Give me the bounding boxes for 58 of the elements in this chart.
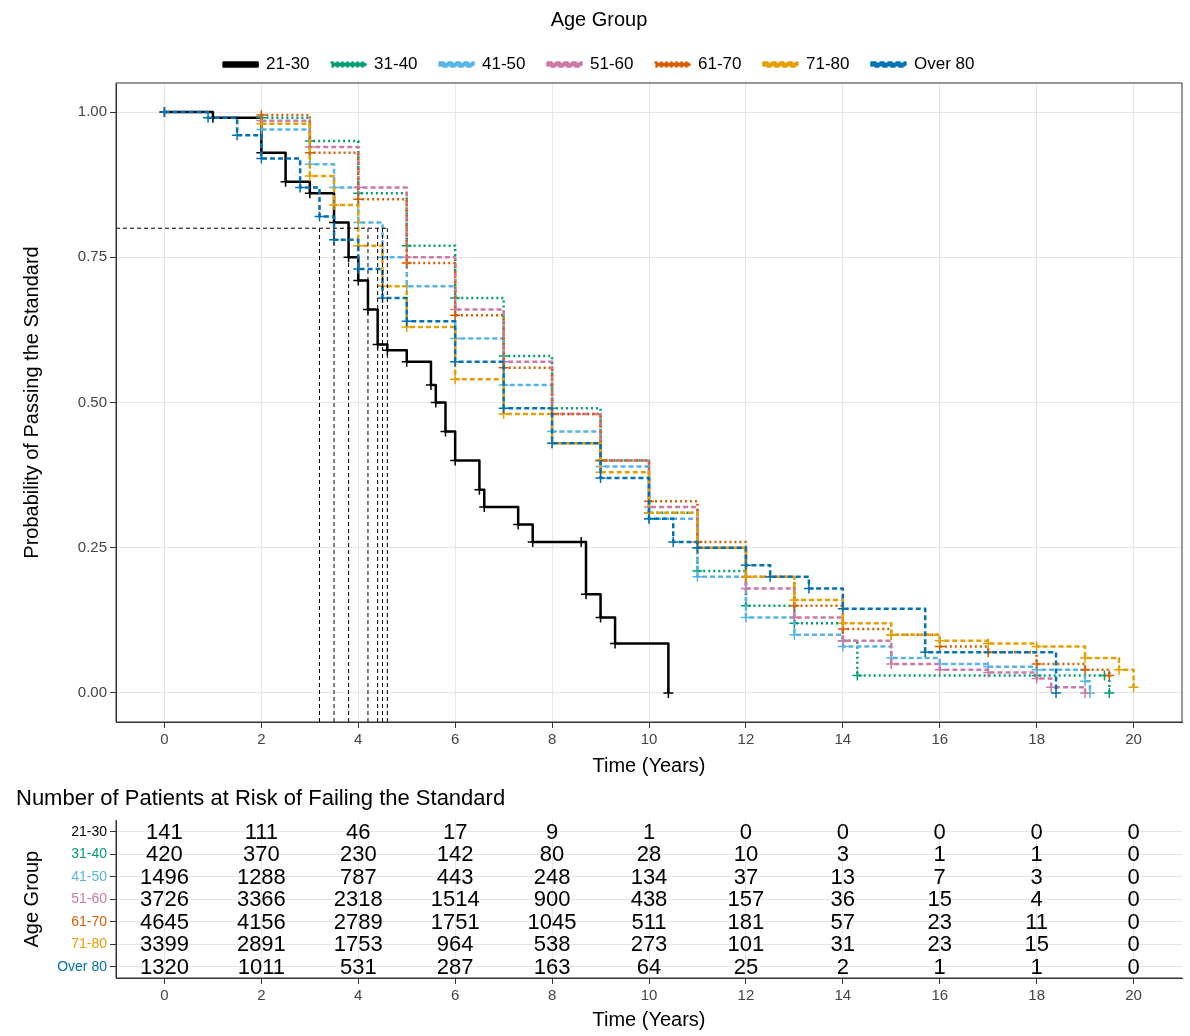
x-tick-label: 14: [834, 730, 852, 748]
x-tick-label: 12: [737, 986, 755, 1004]
x-tick-label: 20: [1125, 730, 1142, 748]
y-tick-label: 41-50: [71, 867, 108, 884]
y-tick-label: 21-30: [71, 822, 108, 839]
data-label: 9: [545, 818, 559, 844]
x-tick-label: 18: [1028, 730, 1045, 748]
x-tick-label: 8: [547, 730, 557, 748]
legend-label: 71-80: [805, 54, 850, 74]
x-tick-label: 10: [640, 986, 658, 1004]
legend-title: Age Group: [550, 7, 648, 30]
data-label: 46: [346, 818, 371, 844]
x-tick-label: 16: [931, 986, 949, 1004]
y-tick-label: 0.50: [77, 392, 107, 410]
data-label: 0: [1127, 818, 1140, 844]
y-tick-label: 71-80: [71, 935, 108, 952]
x-tick-label: 6: [451, 986, 460, 1004]
legend-label: 31-40: [374, 54, 418, 74]
data-label: 0: [1030, 818, 1043, 844]
y-axis-title: Probability of Passing the Standard: [19, 246, 42, 559]
data-label: 0: [739, 818, 753, 844]
x-tick-label: 4: [354, 730, 363, 748]
legend-label: 51-60: [590, 54, 634, 74]
y-tick-label: 0.75: [77, 247, 107, 265]
x-tick-label: 12: [737, 730, 755, 748]
legend-label: 21-30: [266, 54, 310, 74]
y-tick-label: 0.00: [77, 683, 107, 701]
y-axis-title: Age Group: [19, 850, 42, 948]
y-tick-label: 61-70: [71, 912, 108, 929]
data-label: 17: [442, 818, 468, 844]
y-tick-label: 1.00: [77, 102, 107, 120]
legend-label: 61-70: [697, 54, 742, 74]
x-tick-label: 6: [451, 730, 460, 748]
x-tick-label: 14: [834, 986, 852, 1004]
x-tick-label: 16: [931, 730, 949, 748]
y-tick-label: Over 80: [57, 957, 108, 974]
x-tick-label: 20: [1125, 986, 1142, 1004]
y-tick-label: 0.25: [77, 537, 107, 555]
x-tick-label: 10: [640, 730, 658, 748]
x-tick-label: 2: [257, 730, 266, 748]
x-axis-title: Time (Years): [592, 753, 706, 776]
x-axis-title: Time (Years): [592, 1007, 706, 1030]
x-tick-label: 2: [257, 986, 266, 1004]
data-label: 0: [836, 818, 849, 844]
data-label: 111: [244, 818, 279, 844]
x-tick-label: 18: [1028, 986, 1045, 1004]
data-label: 0: [933, 818, 946, 844]
legend-label: 41-50: [482, 54, 526, 74]
x-tick-label: 0: [160, 986, 169, 1004]
x-tick-label: 0: [160, 730, 169, 748]
x-tick-label: 8: [547, 986, 557, 1004]
y-tick-label: 51-60: [71, 890, 108, 907]
data-label: 141: [146, 818, 183, 844]
chart-title: Number of Patients at Risk of Failing the Standard: [16, 785, 506, 811]
data-label: 1: [642, 818, 656, 844]
legend-label: Over 80: [913, 54, 975, 74]
x-tick-label: 4: [354, 986, 363, 1004]
y-tick-label: 31-40: [71, 845, 108, 862]
